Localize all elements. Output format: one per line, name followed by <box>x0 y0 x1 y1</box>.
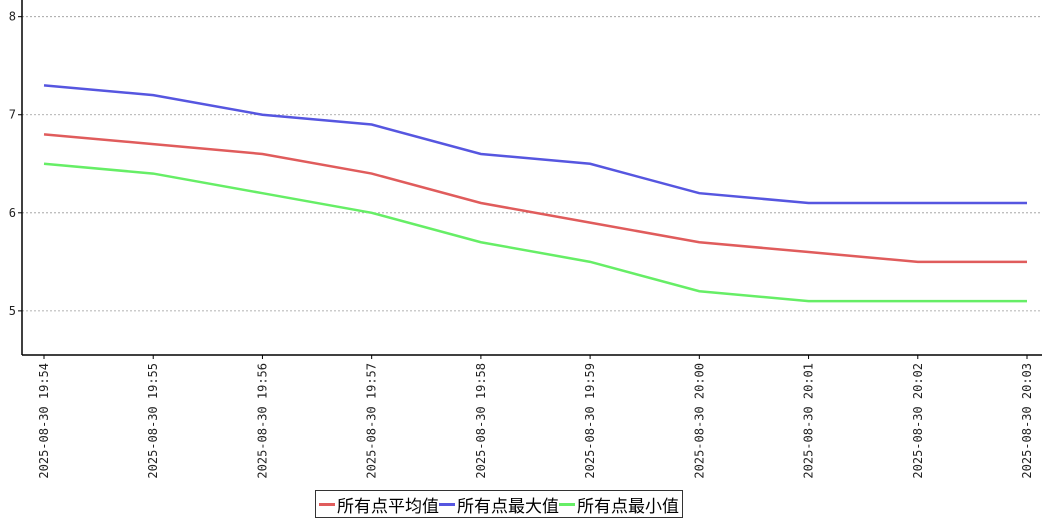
legend: 所有点平均值 所有点最大值 所有点最小值 <box>315 490 683 518</box>
x-tick-label: 2025-08-30 19:54 <box>37 363 51 479</box>
legend-label: 所有点最小值 <box>577 496 679 517</box>
x-tick-label: 2025-08-30 19:56 <box>255 363 269 479</box>
x-tick-label: 2025-08-30 19:55 <box>146 363 160 479</box>
legend-item[interactable]: 所有点最大值 <box>439 492 559 517</box>
legend-label: 所有点平均值 <box>337 496 439 517</box>
legend-swatch <box>439 502 455 506</box>
series-line <box>43 133 1027 264</box>
legend-swatch <box>319 502 335 506</box>
x-tick-label: 2025-08-30 20:02 <box>911 363 925 479</box>
legend-item[interactable]: 所有点平均值 <box>319 492 439 517</box>
legend-item[interactable]: 所有点最小值 <box>559 492 679 517</box>
series-line <box>43 84 1027 205</box>
x-tick-label: 2025-08-30 20:00 <box>692 363 706 479</box>
x-tick-label: 2025-08-30 20:01 <box>802 363 816 479</box>
y-tick-label: 6 <box>9 206 16 220</box>
legend-swatch <box>559 502 575 506</box>
legend-label: 所有点最大值 <box>457 496 559 517</box>
x-tick-label: 2025-08-30 20:03 <box>1020 363 1034 479</box>
x-tick-label: 2025-08-30 19:57 <box>365 363 379 479</box>
y-tick-label: 8 <box>9 10 16 24</box>
x-tick-label: 2025-08-30 19:59 <box>583 363 597 479</box>
series-line <box>43 162 1027 303</box>
y-tick-label: 7 <box>9 108 16 122</box>
x-tick-label: 2025-08-30 19:58 <box>474 363 488 479</box>
y-tick-label: 5 <box>9 304 16 318</box>
